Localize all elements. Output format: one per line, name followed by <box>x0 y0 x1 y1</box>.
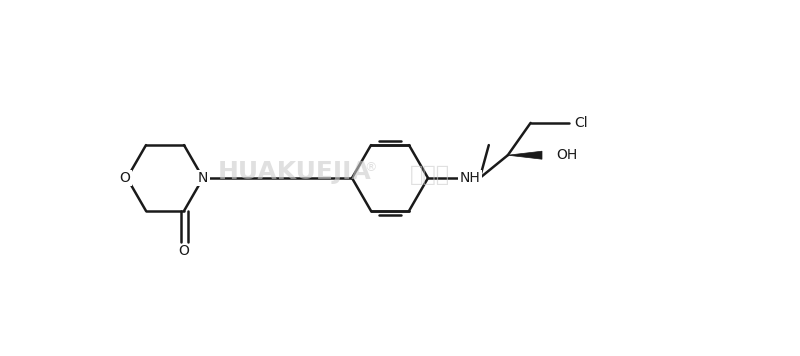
Text: 化学加: 化学加 <box>410 165 450 185</box>
Text: OH: OH <box>556 148 578 162</box>
Text: N: N <box>198 171 208 185</box>
Text: O: O <box>178 244 190 258</box>
Text: NH: NH <box>459 171 480 185</box>
Text: O: O <box>119 171 130 185</box>
Text: HUAKUEJIA: HUAKUEJIA <box>218 160 372 184</box>
Polygon shape <box>508 151 542 159</box>
Text: ®: ® <box>364 162 376 174</box>
Text: Cl: Cl <box>574 116 588 130</box>
